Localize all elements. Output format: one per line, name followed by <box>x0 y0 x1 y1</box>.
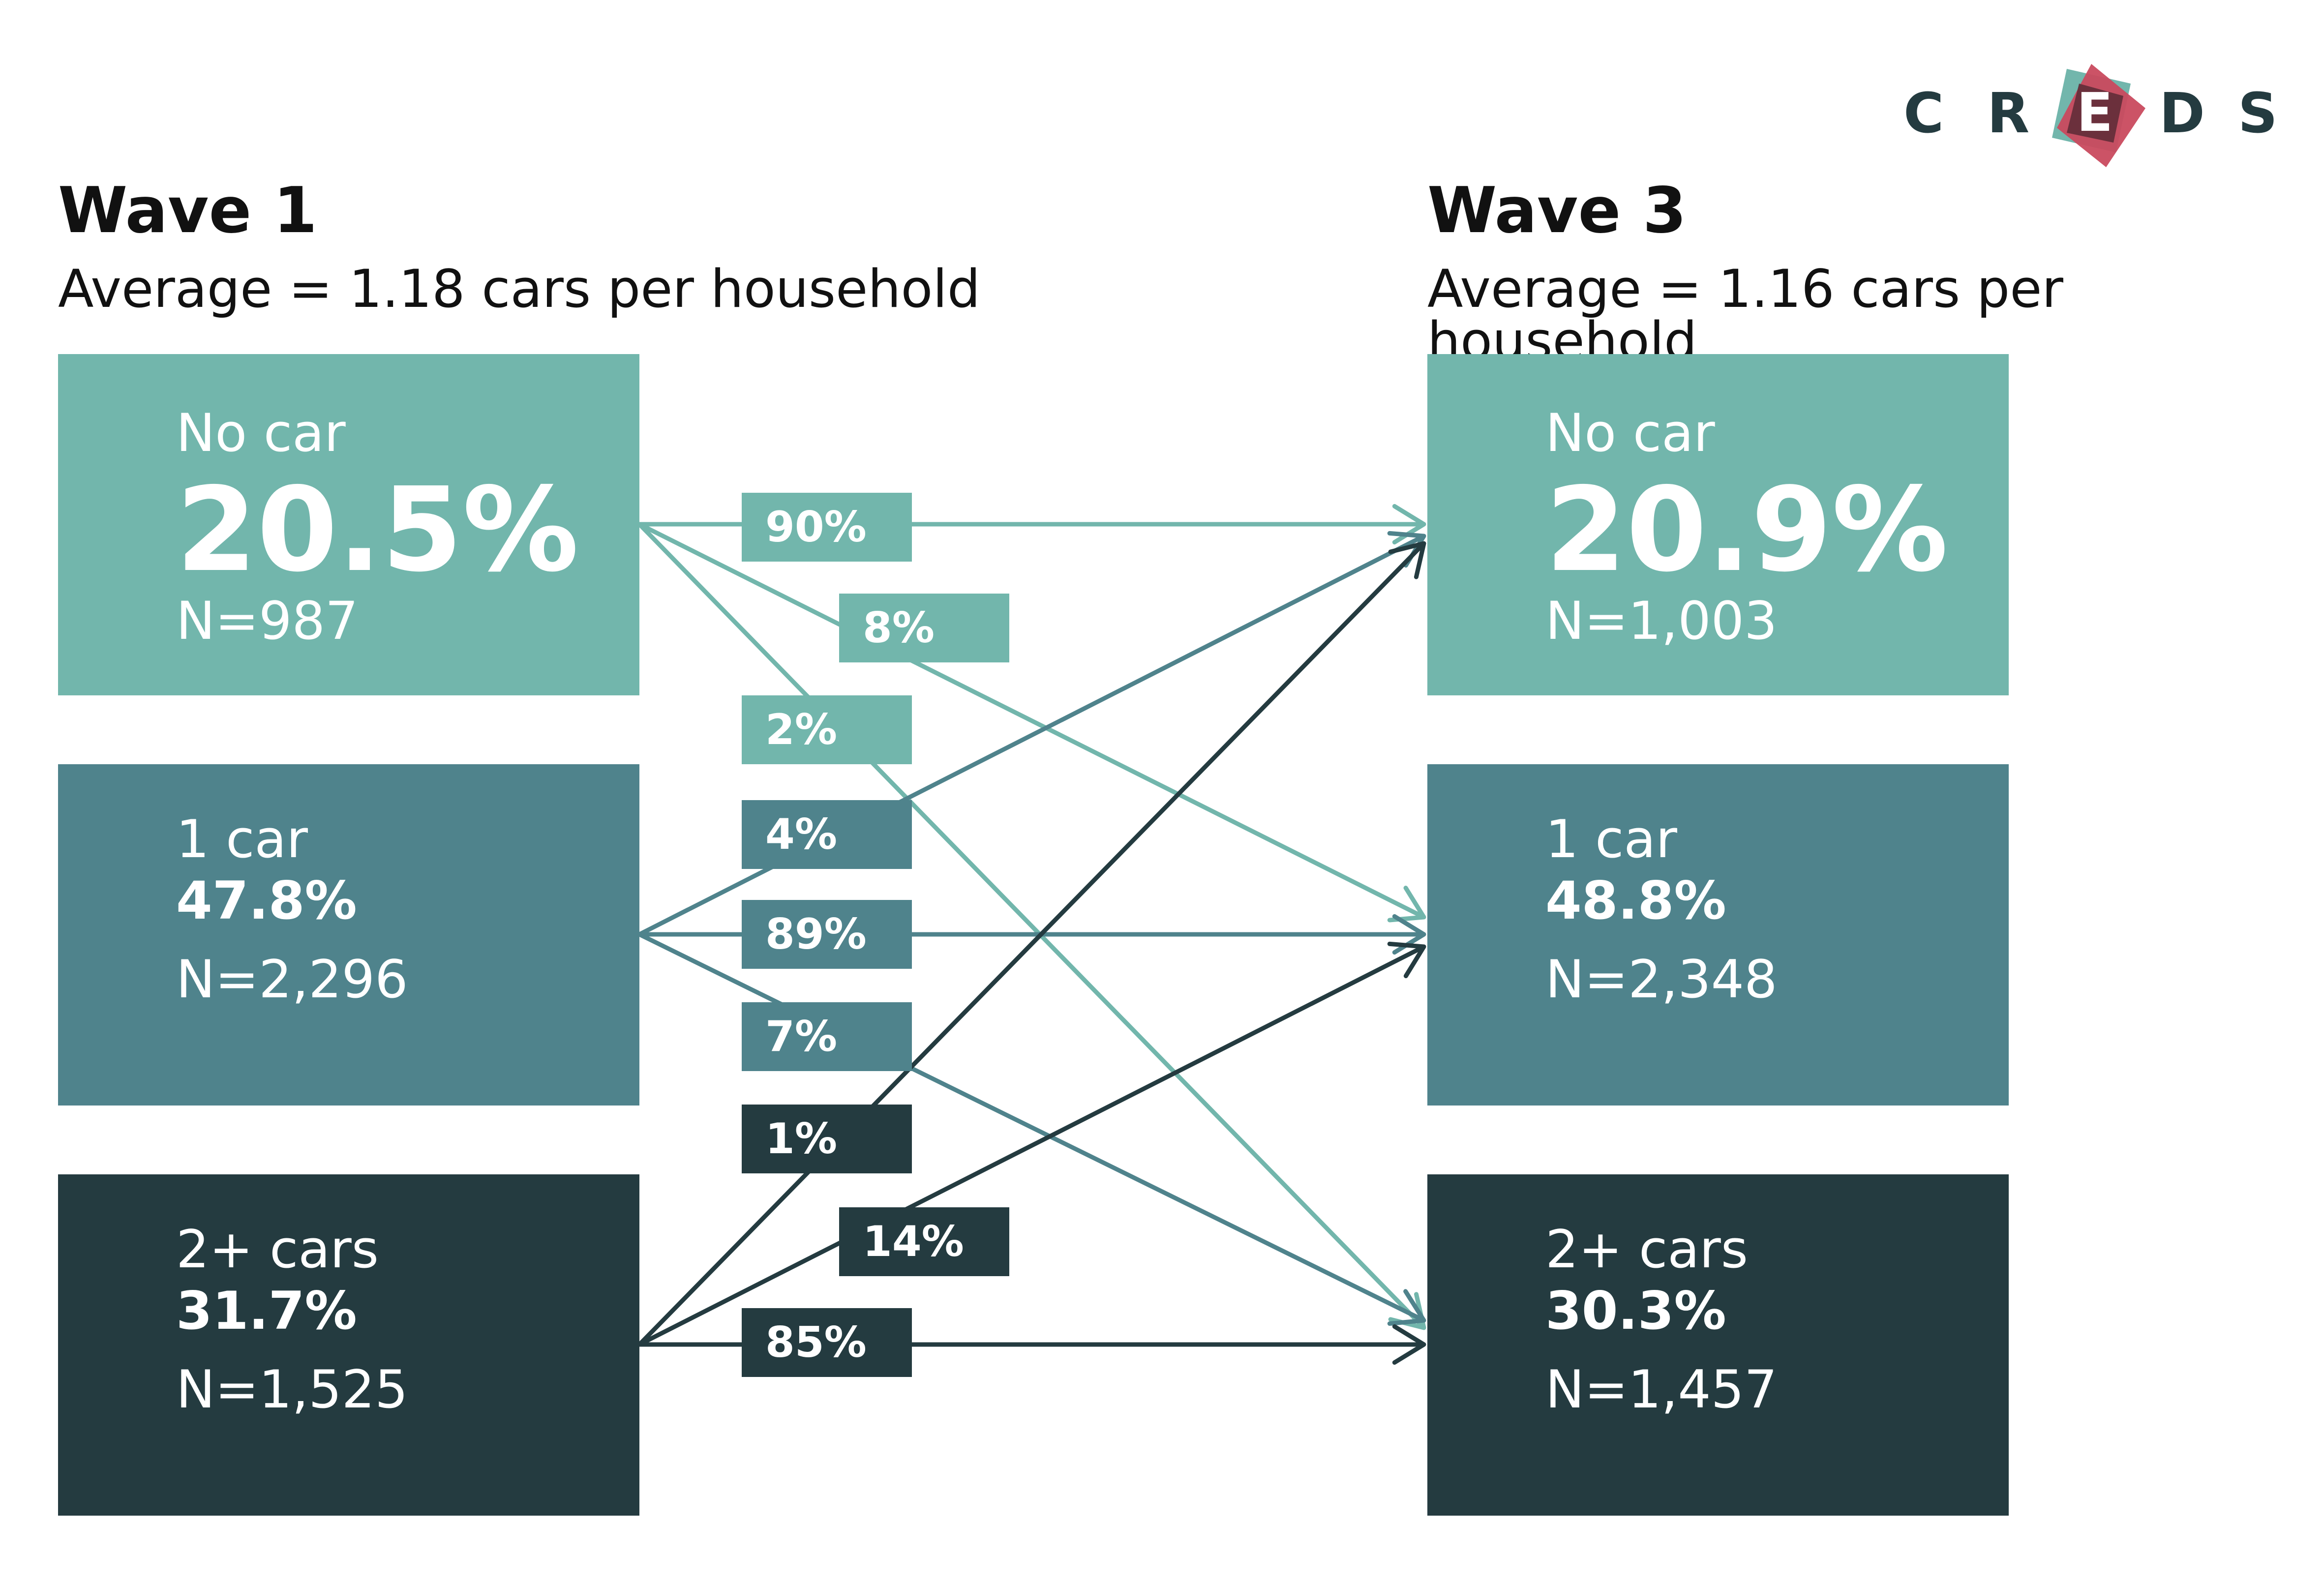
wave1-box-no-car: No car 20.5% N=987 <box>58 354 639 695</box>
flow-label-one-car-to-one-car: 89% <box>742 900 912 969</box>
flow-label-two-plus-to-no-car: 1% <box>742 1105 912 1173</box>
logo-letter-e: E <box>2077 82 2113 144</box>
box-count: N=1,003 <box>1545 591 1778 651</box>
logo-letter-d: D <box>2159 82 2205 146</box>
wave3-box-no-car: No car 20.9% N=1,003 <box>1427 354 2009 695</box>
flow-label-one-car-to-no-car: 4% <box>742 800 912 869</box>
flow-label-one-car-to-two-plus: 7% <box>742 1002 912 1071</box>
box-percent: 20.9% <box>1545 462 1948 598</box>
box-count: N=1,457 <box>1545 1359 1778 1420</box>
box-category: 2+ cars <box>1545 1219 1748 1280</box>
flow-label-two-plus-to-one-car: 14% <box>839 1207 1009 1276</box>
box-category: 1 car <box>1545 809 1677 869</box>
box-percent: 30.3% <box>1545 1281 1726 1341</box>
logo-mark-icon <box>2052 64 2145 167</box>
box-percent: 48.8% <box>1545 870 1726 931</box>
wave1-box-one-car: 1 car 47.8% N=2,296 <box>58 764 639 1106</box>
logo-letter-c: C <box>1903 82 1944 146</box>
logo-letter-s: S <box>2238 82 2278 146</box>
box-category: 1 car <box>176 809 308 869</box>
wave1-box-two-plus-cars: 2+ cars 31.7% N=1,525 <box>58 1174 639 1516</box>
box-count: N=987 <box>176 591 359 651</box>
box-count: N=1,525 <box>176 1359 408 1420</box>
flow-label-no-car-to-two-plus: 2% <box>742 695 912 764</box>
flow-arrow-one-car-to-two-plus <box>638 932 1426 1326</box>
flow-arrow-two-plus-to-one-car <box>638 941 1426 1347</box>
box-category: No car <box>176 403 346 463</box>
box-percent: 31.7% <box>176 1281 357 1341</box>
box-percent: 47.8% <box>176 870 357 931</box>
flow-label-no-car-to-one-car: 8% <box>839 594 1009 662</box>
box-category: 2+ cars <box>176 1219 379 1280</box>
flow-label-two-plus-to-two-plus: 85% <box>742 1308 912 1377</box>
box-count: N=2,296 <box>176 949 408 1010</box>
wave1-subtitle: Average = 1.18 cars per household <box>58 259 981 319</box>
box-category: No car <box>1545 403 1715 463</box>
logo-letter-r: R <box>1987 82 2030 146</box>
wave3-box-one-car: 1 car 48.8% N=2,348 <box>1427 764 2009 1106</box>
creds-logo: C R E D S <box>1903 54 2278 172</box>
wave3-title: Wave 3 <box>1427 174 1687 247</box>
wave1-title: Wave 1 <box>58 174 317 247</box>
flow-arrow-two-plus-to-no-car <box>637 541 1426 1346</box>
wave3-box-two-plus-cars: 2+ cars 30.3% N=1,457 <box>1427 1174 2009 1516</box>
box-percent: 20.5% <box>176 462 579 598</box>
flow-label-no-car-to-no-car: 90% <box>742 493 912 562</box>
box-count: N=2,348 <box>1545 949 1778 1010</box>
